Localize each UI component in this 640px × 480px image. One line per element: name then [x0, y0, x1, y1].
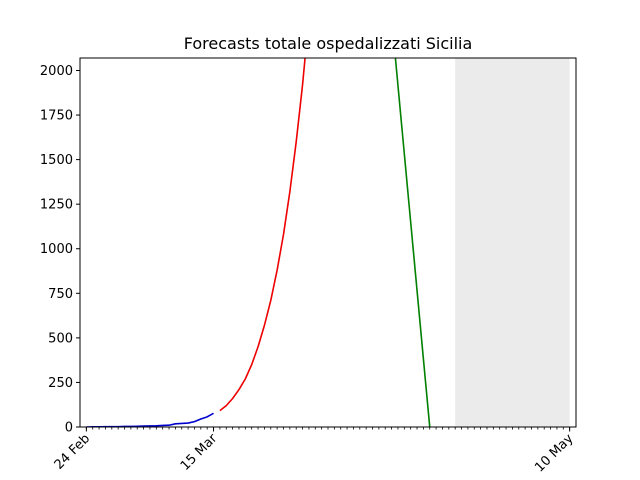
series-line-2	[219, 58, 306, 412]
y-tick-label: 500	[48, 331, 73, 346]
y-tick-label: 1750	[40, 109, 73, 124]
x-tick-label: 10 May	[532, 431, 576, 475]
x-tick-label: 24 Feb	[52, 431, 94, 473]
y-tick-label: 0	[65, 421, 73, 436]
y-tick-label: 250	[48, 376, 73, 391]
x-tick-label: 15 Mar	[178, 431, 221, 474]
y-tick-label: 750	[48, 287, 73, 302]
series-line-3	[394, 58, 431, 427]
forecast-shaded-region	[455, 58, 570, 427]
y-tick-label: 1250	[40, 198, 73, 213]
y-tick-label: 1500	[40, 153, 73, 168]
chart-title: Forecasts totale ospedalizzati Sicilia	[184, 34, 473, 53]
y-tick-label: 2000	[40, 64, 73, 79]
y-tick-label: 1000	[40, 242, 73, 257]
